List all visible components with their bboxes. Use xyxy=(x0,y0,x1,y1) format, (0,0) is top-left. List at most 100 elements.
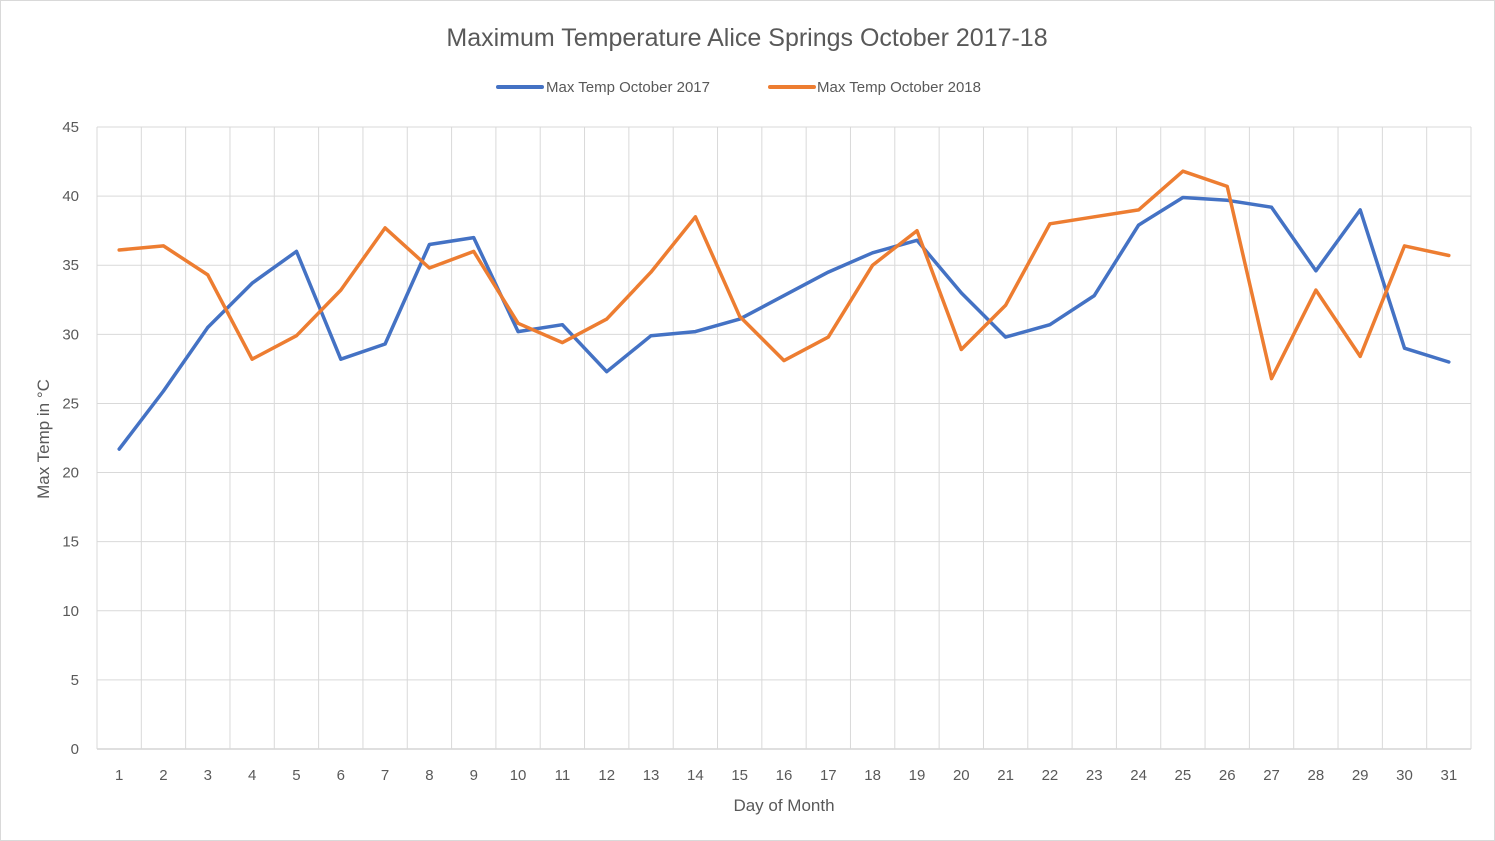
data-point xyxy=(1004,303,1008,307)
data-point xyxy=(1403,346,1407,350)
x-tick-label: 14 xyxy=(687,767,704,784)
gridlines xyxy=(96,126,1472,750)
data-point xyxy=(206,325,210,329)
data-point xyxy=(516,330,520,334)
data-point xyxy=(161,389,165,393)
data-point xyxy=(1048,222,1052,226)
x-tick-label: 8 xyxy=(425,767,433,784)
y-tick-label: 45 xyxy=(62,119,79,136)
x-tick-label: 13 xyxy=(643,767,660,784)
data-point xyxy=(383,226,387,230)
x-tick-label: 28 xyxy=(1308,767,1325,784)
data-point xyxy=(1181,195,1185,199)
x-tick-label: 17 xyxy=(820,767,837,784)
data-point xyxy=(1181,169,1185,173)
x-tick-label: 27 xyxy=(1263,767,1280,784)
data-point xyxy=(1225,184,1229,188)
y-tick-label: 15 xyxy=(62,534,79,551)
x-tick-label: 20 xyxy=(953,767,970,784)
data-point xyxy=(1004,335,1008,339)
data-point xyxy=(472,236,476,240)
data-point xyxy=(1314,269,1318,273)
y-tick-label: 0 xyxy=(71,741,79,758)
data-point xyxy=(1314,288,1318,292)
data-point xyxy=(472,249,476,253)
data-point xyxy=(915,229,919,233)
data-point xyxy=(427,242,431,246)
data-point xyxy=(1137,223,1141,227)
data-point xyxy=(871,263,875,267)
x-tick-label: 22 xyxy=(1042,767,1059,784)
x-tick-label: 7 xyxy=(381,767,389,784)
x-tick-label: 19 xyxy=(909,767,926,784)
x-tick-label: 4 xyxy=(248,767,256,784)
x-tick-label: 9 xyxy=(470,767,478,784)
data-point xyxy=(782,294,786,298)
data-point xyxy=(605,370,609,374)
data-point xyxy=(206,273,210,277)
data-point xyxy=(1225,198,1229,202)
x-tick-label: 29 xyxy=(1352,767,1369,784)
x-tick-label: 31 xyxy=(1440,767,1457,784)
data-point xyxy=(959,348,963,352)
data-point xyxy=(871,251,875,255)
y-tick-label: 40 xyxy=(62,188,79,205)
data-point xyxy=(1447,254,1451,258)
x-tick-label: 12 xyxy=(598,767,615,784)
data-point xyxy=(826,335,830,339)
y-tick-label: 30 xyxy=(62,326,79,343)
x-tick-label: 1 xyxy=(115,767,123,784)
data-point xyxy=(826,270,830,274)
data-point xyxy=(294,334,298,338)
data-point xyxy=(915,238,919,242)
data-point xyxy=(161,244,165,248)
data-point xyxy=(1358,208,1362,212)
data-point xyxy=(1092,215,1096,219)
y-tick-label: 25 xyxy=(62,395,79,412)
data-point xyxy=(250,357,254,361)
x-tick-label: 5 xyxy=(292,767,300,784)
data-point xyxy=(339,357,343,361)
data-point xyxy=(605,317,609,321)
data-point xyxy=(649,334,653,338)
y-tick-label: 5 xyxy=(71,672,79,689)
data-point xyxy=(1403,244,1407,248)
data-point xyxy=(959,291,963,295)
data-point xyxy=(294,249,298,253)
y-axis-ticks: 0 5 10 15 20 25 30 35 40 45 xyxy=(62,119,79,758)
x-tick-label: 16 xyxy=(776,767,793,784)
x-tick-label: 2 xyxy=(159,767,167,784)
data-point xyxy=(560,323,564,327)
data-point xyxy=(693,330,697,334)
data-point xyxy=(250,281,254,285)
legend-label-2018: Max Temp October 2018 xyxy=(817,79,981,96)
data-point xyxy=(560,341,564,345)
data-point xyxy=(117,447,121,451)
x-tick-label: 30 xyxy=(1396,767,1413,784)
data-point xyxy=(738,314,742,318)
legend: Max Temp October 2017 Max Temp October 2… xyxy=(496,79,981,96)
data-point xyxy=(649,270,653,274)
x-tick-label: 21 xyxy=(997,767,1014,784)
data-point xyxy=(782,359,786,363)
x-axis-title: Day of Month xyxy=(733,796,834,815)
y-tick-label: 20 xyxy=(62,465,79,482)
data-point xyxy=(1092,294,1096,298)
x-tick-label: 18 xyxy=(864,767,881,784)
x-tick-label: 3 xyxy=(204,767,212,784)
series-group xyxy=(117,169,1451,451)
chart-title: Maximum Temperature Alice Springs Octobe… xyxy=(446,24,1047,52)
data-point xyxy=(117,248,121,252)
x-tick-label: 25 xyxy=(1175,767,1192,784)
data-point xyxy=(1048,323,1052,327)
y-tick-label: 10 xyxy=(62,603,79,620)
x-axis-ticks: 1 2 3 4 5 6 7 8 9 10 11 12 13 14 15 16 17 18 19 20 21 22 23 24 2… xyxy=(115,767,1457,784)
y-axis-title: Max Temp in °C xyxy=(34,379,53,499)
legend-label-2017: Max Temp October 2017 xyxy=(546,79,710,96)
x-tick-label: 10 xyxy=(510,767,527,784)
x-tick-label: 24 xyxy=(1130,767,1147,784)
x-tick-label: 11 xyxy=(555,767,571,784)
data-point xyxy=(1137,208,1141,212)
data-point xyxy=(1270,377,1274,381)
